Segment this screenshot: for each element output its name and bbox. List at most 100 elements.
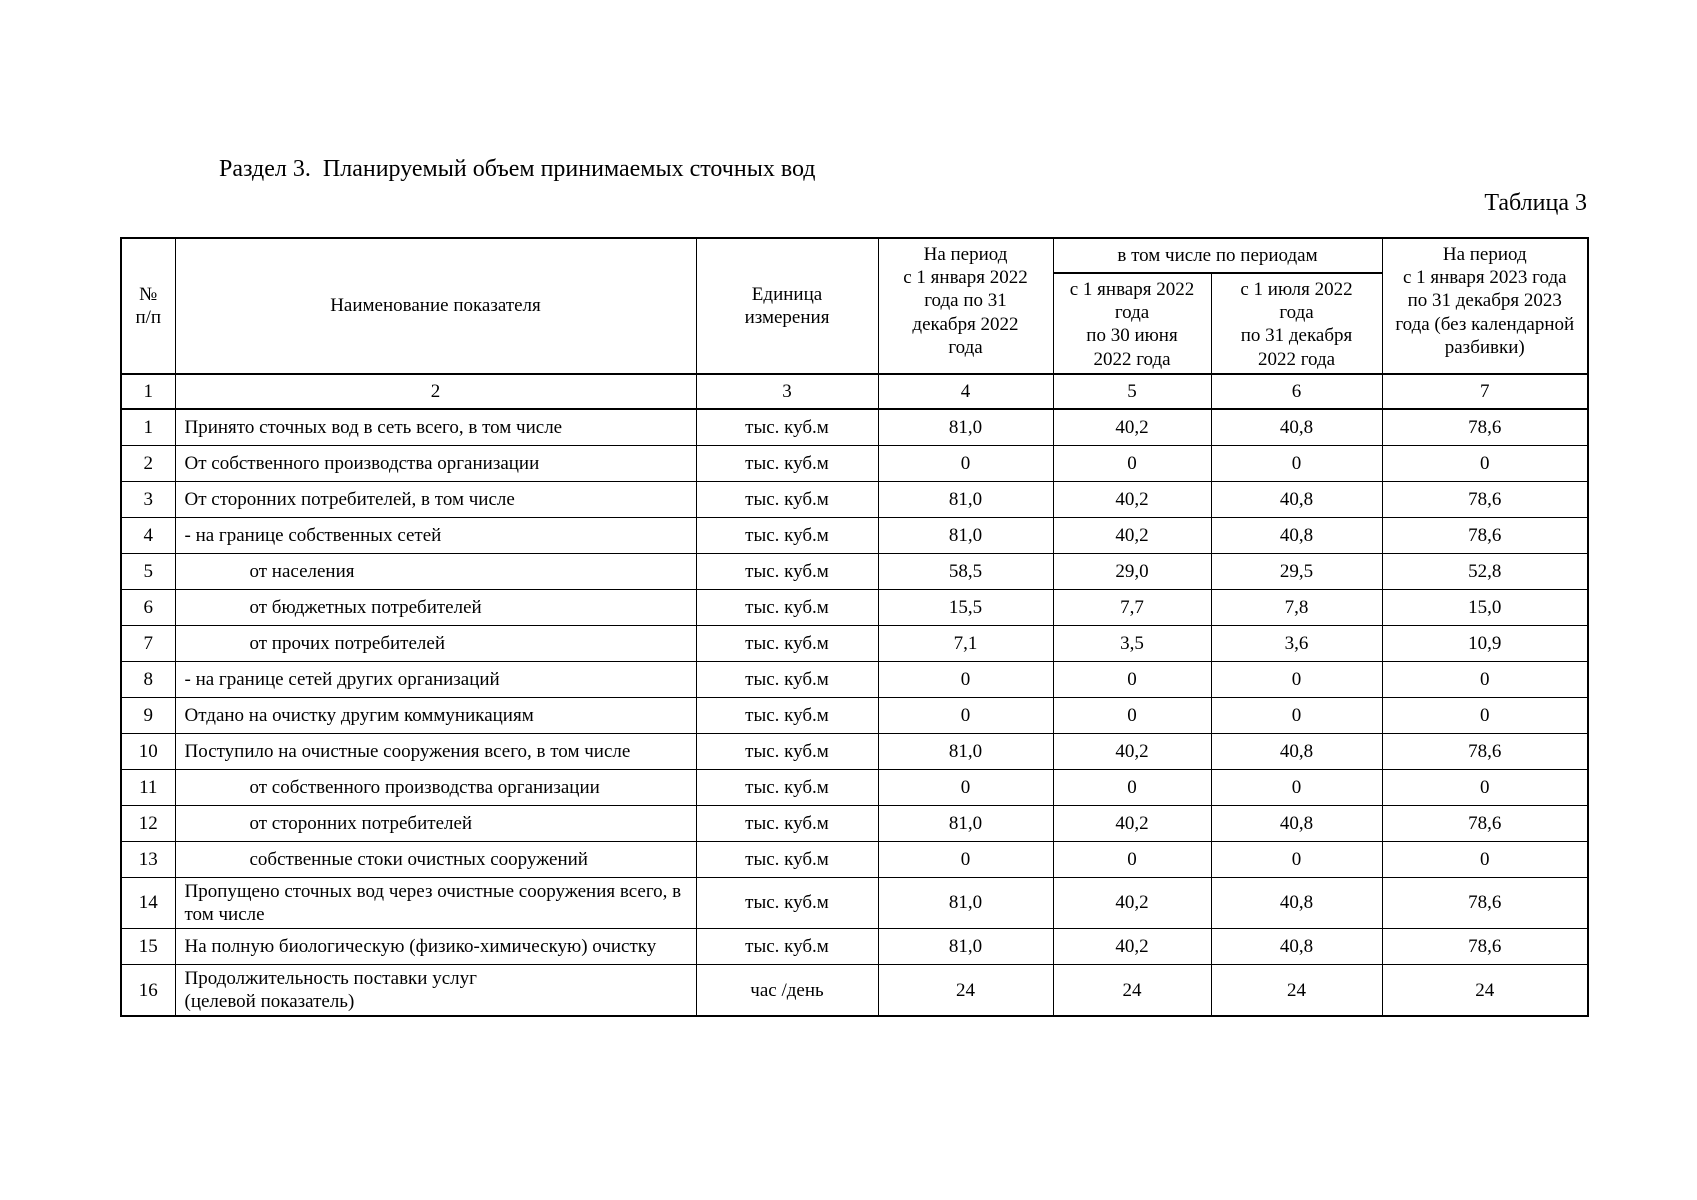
indicator-name-cell: Отдано на очистку другим коммуникациям xyxy=(174,696,697,734)
value-h2-2022-cell: 40,8 xyxy=(1210,480,1383,518)
value-2022-cell: 24 xyxy=(877,964,1054,1017)
row-number-cell: 9 xyxy=(120,696,176,734)
value-2023-cell: 24 xyxy=(1381,964,1589,1017)
table-row: 1 Принято сточных вод в сеть всего, в то… xyxy=(120,408,1589,446)
value-2022-cell: 81,0 xyxy=(877,928,1054,966)
indicator-name-cell: Поступило на очистные сооружения всего, … xyxy=(174,732,697,770)
value-2022-cell: 0 xyxy=(877,444,1054,482)
row-number-cell: 10 xyxy=(120,732,176,770)
unit-cell: тыс. куб.м xyxy=(695,876,879,930)
column-numbers-row: 1 2 3 4 5 6 7 xyxy=(120,372,1589,410)
table-row: 13 собственные стоки очистных сооружений… xyxy=(120,840,1589,878)
value-2023-cell: 10,9 xyxy=(1381,624,1589,662)
unit-cell: тыс. куб.м xyxy=(695,768,879,806)
table-row: 14 Пропущено сточных вод через очистные … xyxy=(120,876,1589,930)
value-h2-2022-cell: 0 xyxy=(1210,444,1383,482)
header-period-2022: На период с 1 января 2022 года по 31 дек… xyxy=(877,237,1054,375)
value-h2-2022-cell: 40,8 xyxy=(1210,516,1383,554)
row-number-cell: 14 xyxy=(120,876,176,930)
value-h2-2022-cell: 0 xyxy=(1210,840,1383,878)
value-h1-2022-cell: 40,2 xyxy=(1052,408,1212,446)
wastewater-volume-table: № п/п Наименование показателя Единица из… xyxy=(120,237,1589,1018)
table-row: 15 На полную биологическую (физико-химич… xyxy=(120,928,1589,966)
indicator-name-cell: от прочих потребителей xyxy=(174,624,697,662)
value-h2-2022-cell: 0 xyxy=(1210,660,1383,698)
section-title: Раздел 3. Планируемый объем принимаемых … xyxy=(219,156,816,182)
unit-cell: тыс. куб.м xyxy=(695,840,879,878)
value-h1-2022-cell: 40,2 xyxy=(1052,876,1212,930)
header-row-subperiods: с 1 января 2022 года по 30 июня 2022 год… xyxy=(121,272,1588,375)
unit-cell: тыс. куб.м xyxy=(695,480,879,518)
value-2023-cell: 0 xyxy=(1381,768,1589,806)
value-2022-cell: 7,1 xyxy=(877,624,1054,662)
column-number: 3 xyxy=(695,372,879,410)
value-h2-2022-cell: 40,8 xyxy=(1210,408,1383,446)
value-2023-cell: 78,6 xyxy=(1381,928,1589,966)
value-h1-2022-cell: 0 xyxy=(1052,840,1212,878)
indicator-name-cell: собственные стоки очистных сооружений xyxy=(174,840,697,878)
value-2023-cell: 0 xyxy=(1381,660,1589,698)
row-number-cell: 13 xyxy=(120,840,176,878)
column-number: 7 xyxy=(1381,372,1589,410)
table-row: 2 От собственного производства организац… xyxy=(120,444,1589,482)
table-row: 9 Отдано на очистку другим коммуникациям… xyxy=(120,696,1589,734)
table-row: 4 - на границе собственных сетей тыс. ку… xyxy=(120,516,1589,554)
table-row: 11 от собственного производства организа… xyxy=(120,768,1589,806)
value-2023-cell: 78,6 xyxy=(1381,876,1589,930)
value-2022-cell: 81,0 xyxy=(877,804,1054,842)
header-h1-2022: с 1 января 2022 года по 30 июня 2022 год… xyxy=(1052,272,1212,375)
row-number-cell: 4 xyxy=(120,516,176,554)
unit-cell: тыс. куб.м xyxy=(695,552,879,590)
header-h2-2022: с 1 июля 2022 года по 31 декабря 2022 го… xyxy=(1210,272,1383,375)
value-h1-2022-cell: 40,2 xyxy=(1052,732,1212,770)
value-2022-cell: 0 xyxy=(877,768,1054,806)
value-h1-2022-cell: 40,2 xyxy=(1052,928,1212,966)
table-row: 8 - на границе сетей других организаций … xyxy=(120,660,1589,698)
unit-cell: тыс. куб.м xyxy=(695,516,879,554)
indicator-name-cell: Пропущено сточных вод через очистные соо… xyxy=(174,876,697,930)
indicator-name-cell: От собственного производства организации xyxy=(174,444,697,482)
row-number-cell: 8 xyxy=(120,660,176,698)
header-subperiods: в том числе по периодам xyxy=(1052,237,1383,274)
value-h2-2022-cell: 40,8 xyxy=(1210,804,1383,842)
column-number: 5 xyxy=(1052,372,1212,410)
column-number: 4 xyxy=(877,372,1054,410)
value-2022-cell: 81,0 xyxy=(877,516,1054,554)
unit-cell: тыс. куб.м xyxy=(695,624,879,662)
value-2023-cell: 78,6 xyxy=(1381,480,1589,518)
value-2022-cell: 81,0 xyxy=(877,408,1054,446)
header-period-2023: На период с 1 января 2023 года по 31 дек… xyxy=(1381,237,1589,375)
value-h2-2022-cell: 0 xyxy=(1210,768,1383,806)
value-h2-2022-cell: 40,8 xyxy=(1210,928,1383,966)
value-h1-2022-cell: 7,7 xyxy=(1052,588,1212,626)
unit-cell: тыс. куб.м xyxy=(695,588,879,626)
unit-cell: тыс. куб.м xyxy=(695,696,879,734)
unit-cell: тыс. куб.м xyxy=(695,804,879,842)
indicator-name-cell: Принято сточных вод в сеть всего, в том … xyxy=(174,408,697,446)
value-h1-2022-cell: 40,2 xyxy=(1052,516,1212,554)
unit-cell: тыс. куб.м xyxy=(695,732,879,770)
table-row: 5 от населения тыс. куб.м 58,5 29,0 29,5… xyxy=(120,552,1589,590)
header-indicator-name: Наименование показателя xyxy=(174,237,697,375)
value-2022-cell: 15,5 xyxy=(877,588,1054,626)
unit-cell: тыс. куб.м xyxy=(695,408,879,446)
value-2023-cell: 52,8 xyxy=(1381,552,1589,590)
value-h1-2022-cell: 24 xyxy=(1052,964,1212,1017)
value-2023-cell: 78,6 xyxy=(1381,732,1589,770)
header-row-top: № п/п Наименование показателя Единица из… xyxy=(120,237,1589,375)
value-h2-2022-cell: 24 xyxy=(1210,964,1383,1017)
value-2023-cell: 0 xyxy=(1381,444,1589,482)
value-2022-cell: 81,0 xyxy=(877,480,1054,518)
header-unit: Единица измерения xyxy=(695,237,879,375)
value-h2-2022-cell: 0 xyxy=(1210,696,1383,734)
value-h1-2022-cell: 29,0 xyxy=(1052,552,1212,590)
value-2022-cell: 0 xyxy=(877,840,1054,878)
value-h2-2022-cell: 40,8 xyxy=(1210,876,1383,930)
value-h2-2022-cell: 7,8 xyxy=(1210,588,1383,626)
value-2022-cell: 58,5 xyxy=(877,552,1054,590)
row-number-cell: 3 xyxy=(120,480,176,518)
indicator-name-cell: Продолжительность поставки услуг (целево… xyxy=(174,964,697,1017)
value-h2-2022-cell: 29,5 xyxy=(1210,552,1383,590)
indicator-name-cell: - на границе сетей других организаций xyxy=(174,660,697,698)
